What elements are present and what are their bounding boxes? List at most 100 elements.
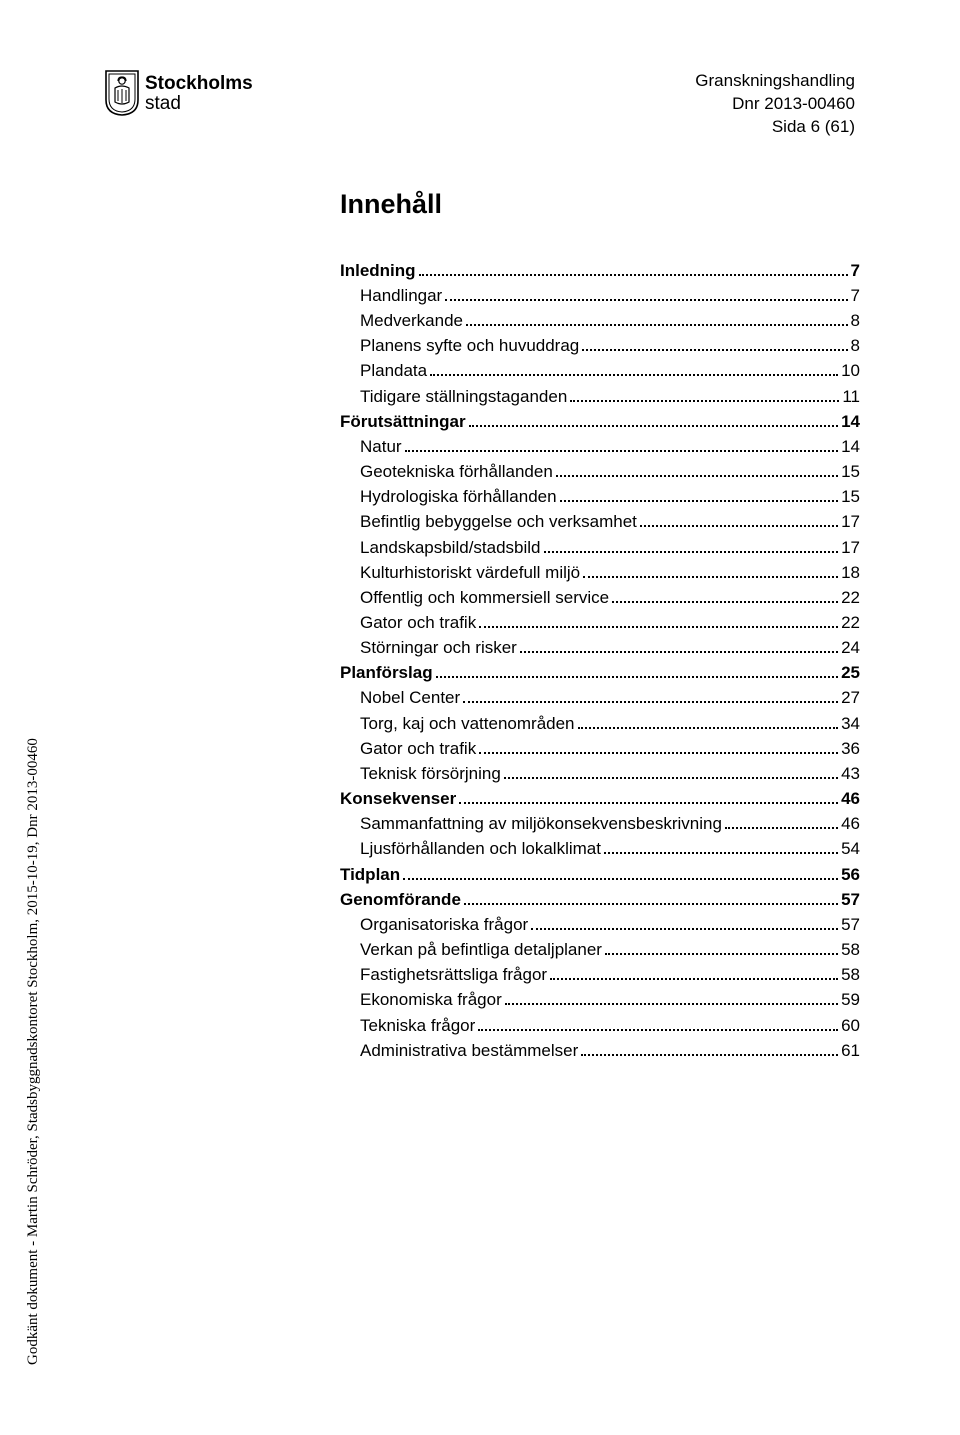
toc-leader-dots — [478, 1017, 838, 1031]
toc-entry-page: 17 — [841, 535, 860, 560]
page: Stockholms stad Granskningshandling Dnr … — [0, 0, 960, 1435]
toc-row: Tidigare ställningstaganden 11 — [340, 384, 860, 409]
toc-entry-label: Planens syfte och huvuddrag — [360, 333, 579, 358]
toc-entry-label: Störningar och risker — [360, 635, 517, 660]
toc-row: Planens syfte och huvuddrag 8 — [340, 333, 860, 358]
toc-leader-dots — [430, 363, 838, 377]
toc-row: Genomförande57 — [340, 887, 860, 912]
header-dnr: Dnr 2013-00460 — [695, 93, 855, 116]
toc-row: Fastighetsrättsliga frågor58 — [340, 962, 860, 987]
toc-leader-dots — [479, 614, 838, 628]
toc-row: Teknisk försörjning43 — [340, 761, 860, 786]
toc-entry-label: Ljusförhållanden och lokalklimat — [360, 836, 601, 861]
toc-entry-page: 58 — [841, 937, 860, 962]
toc-entry-label: Tekniska frågor — [360, 1013, 475, 1038]
toc-entry-label: Medverkande — [360, 308, 463, 333]
toc-entry-page: 61 — [841, 1038, 860, 1063]
toc-leader-dots — [520, 640, 838, 654]
brand-logo: Stockholms stad — [105, 70, 253, 116]
toc-entry-page: 14 — [841, 434, 860, 459]
header-doc-type: Granskningshandling — [695, 70, 855, 93]
toc-entry-label: Förutsättningar — [340, 409, 466, 434]
toc-entry-label: Hydrologiska förhållanden — [360, 484, 557, 509]
toc-row: Planförslag25 — [340, 660, 860, 685]
toc-entry-page: 8 — [851, 308, 860, 333]
toc-entry-page: 22 — [841, 585, 860, 610]
toc-row: Ljusförhållanden och lokalklimat54 — [340, 836, 860, 861]
toc-entry-label: Teknisk försörjning — [360, 761, 501, 786]
toc-leader-dots — [505, 992, 838, 1006]
toc-leader-dots — [469, 413, 838, 427]
toc-row: Störningar och risker24 — [340, 635, 860, 660]
toc-row: Gator och trafik 22 — [340, 610, 860, 635]
toc-entry-label: Torg, kaj och vattenområden — [360, 711, 575, 736]
header-meta: Granskningshandling Dnr 2013-00460 Sida … — [695, 70, 855, 139]
toc-entry-label: Ekonomiska frågor — [360, 987, 502, 1012]
toc-entry-label: Handlingar — [360, 283, 442, 308]
toc-leader-dots — [725, 816, 838, 830]
toc-entry-page: 11 — [842, 384, 860, 409]
toc-leader-dots — [581, 1042, 838, 1056]
header-page-count: Sida 6 (61) — [695, 116, 855, 139]
toc-entry-label: Tidplan — [340, 862, 400, 887]
toc-row: Hydrologiska förhållanden 15 — [340, 484, 860, 509]
toc-leader-dots — [605, 941, 838, 955]
toc-entry-label: Kulturhistoriskt värdefull miljö — [360, 560, 580, 585]
toc-row: Konsekvenser 46 — [340, 786, 860, 811]
toc-entry-label: Administrativa bestämmelser — [360, 1038, 578, 1063]
toc-entry-page: 10 — [841, 358, 860, 383]
toc-entry-label: Organisatoriska frågor — [360, 912, 528, 937]
toc-entry-label: Tidigare ställningstaganden — [360, 384, 567, 409]
brand-line2: stad — [145, 94, 253, 114]
toc-leader-dots — [612, 589, 838, 603]
toc-leader-dots — [531, 916, 838, 930]
toc-entry-label: Konsekvenser — [340, 786, 456, 811]
toc-leader-dots — [403, 866, 838, 880]
toc-entry-page: 34 — [841, 711, 860, 736]
toc-row: Ekonomiska frågor59 — [340, 987, 860, 1012]
toc-entry-label: Sammanfattning av miljökonsekvensbeskriv… — [360, 811, 722, 836]
toc-row: Tidplan56 — [340, 862, 860, 887]
toc-entry-label: Inledning — [340, 258, 416, 283]
toc-entry-page: 17 — [841, 509, 860, 534]
brand-line1: Stockholms — [145, 74, 253, 94]
toc-row: Organisatoriska frågor57 — [340, 912, 860, 937]
toc-entry-page: 46 — [841, 811, 860, 836]
toc-row: Kulturhistoriskt värdefull miljö18 — [340, 560, 860, 585]
toc-row: Natur 14 — [340, 434, 860, 459]
toc-entry-page: 15 — [841, 484, 860, 509]
toc-entry-label: Offentlig och kommersiell service — [360, 585, 609, 610]
toc-row: Handlingar7 — [340, 283, 860, 308]
toc-row: Torg, kaj och vattenområden 34 — [340, 711, 860, 736]
toc-leader-dots — [464, 891, 838, 905]
toc-leader-dots — [604, 841, 838, 855]
toc-entry-page: 46 — [841, 786, 860, 811]
toc-leader-dots — [550, 967, 838, 981]
toc-entry-page: 14 — [841, 409, 860, 434]
toc-row: Nobel Center27 — [340, 685, 860, 710]
toc-entry-page: 15 — [841, 459, 860, 484]
toc-row: Geotekniska förhållanden15 — [340, 459, 860, 484]
toc-entry-label: Natur — [360, 434, 402, 459]
toc-row: Offentlig och kommersiell service 22 — [340, 585, 860, 610]
toc-entry-label: Genomförande — [340, 887, 461, 912]
toc-entry-label: Verkan på befintliga detaljplaner — [360, 937, 602, 962]
toc-entry-page: 22 — [841, 610, 860, 635]
toc-leader-dots — [459, 791, 838, 805]
toc-entry-page: 36 — [841, 736, 860, 761]
toc-leader-dots — [419, 262, 848, 276]
toc-entry-label: Plandata — [360, 358, 427, 383]
toc-entry-page: 25 — [841, 660, 860, 685]
toc-leader-dots — [640, 514, 838, 528]
toc-entry-label: Befintlig bebyggelse och verksamhet — [360, 509, 637, 534]
toc-leader-dots — [570, 388, 839, 402]
toc-entry-page: 58 — [841, 962, 860, 987]
approval-sidetext: Godkänt dokument - Martin Schröder, Stad… — [25, 738, 42, 1365]
toc-entry-label: Gator och trafik — [360, 736, 476, 761]
toc-row: Medverkande 8 — [340, 308, 860, 333]
brand-text: Stockholms stad — [145, 70, 253, 114]
toc-leader-dots — [504, 765, 838, 779]
toc-leader-dots — [436, 665, 838, 679]
toc-entry-label: Gator och trafik — [360, 610, 476, 635]
toc-entry-page: 8 — [851, 333, 860, 358]
